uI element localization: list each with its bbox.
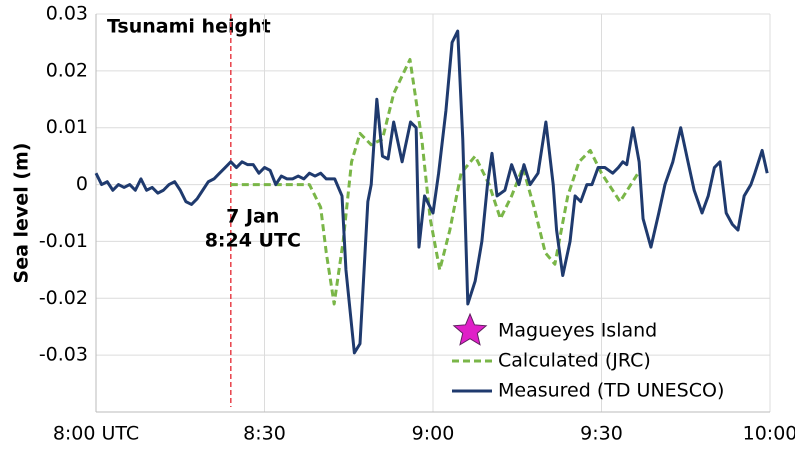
series-line — [94, 29, 769, 355]
y-tick-label: 0.01 — [46, 116, 88, 138]
series-line — [230, 57, 640, 306]
x-tick-label: 10:00 — [743, 423, 795, 445]
y-tick-label: 0 — [76, 173, 88, 195]
event-label: 7 Jan — [226, 206, 279, 228]
x-tick-label: 8:30 — [243, 423, 286, 445]
y-tick-label: -0.03 — [39, 344, 88, 366]
y-tick-label: -0.01 — [39, 230, 88, 252]
event-label: 8:24 UTC — [205, 230, 301, 252]
x-tick-label: 9:30 — [580, 423, 623, 445]
y-tick-label: 0.02 — [46, 59, 88, 81]
legend-label: Magueyes Island — [498, 320, 657, 342]
x-tick-label: 9:00 — [412, 423, 455, 445]
legend-marker — [452, 312, 488, 346]
y-tick-label: 0.03 — [46, 3, 88, 25]
chart-title: Tsunami height — [107, 16, 271, 38]
x-tick-label: 8:00 UTC — [53, 423, 139, 445]
legend-label: Calculated (JRC) — [498, 350, 651, 372]
legend-label: Measured (TD UNESCO) — [498, 380, 724, 402]
y-axis-label: Sea level (m) — [11, 143, 33, 284]
y-tick-label: -0.02 — [39, 287, 88, 309]
